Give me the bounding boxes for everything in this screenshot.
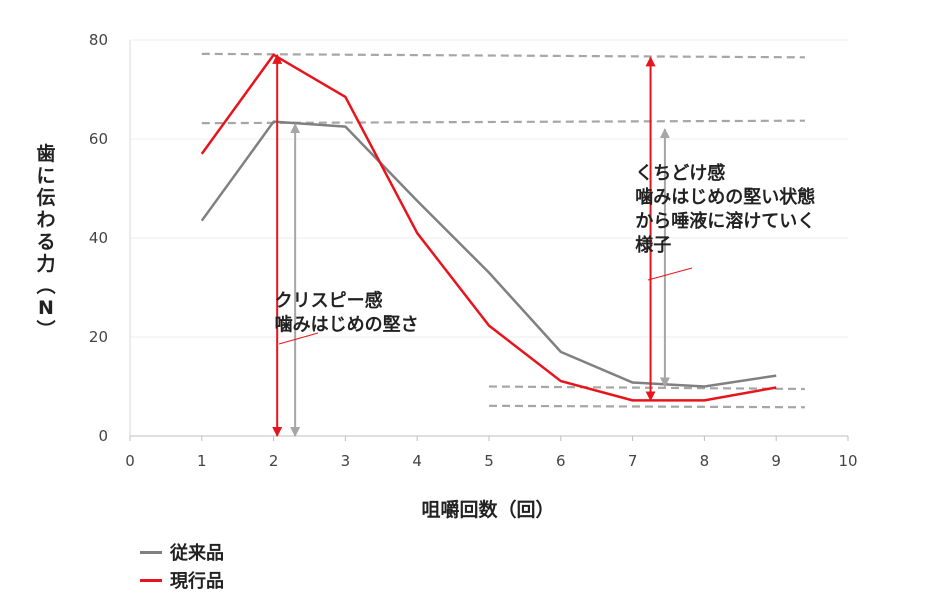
- annotation-1: くちどけ感噛みはじめの堅い状態から唾液に溶けていく様子: [635, 162, 815, 256]
- x-tick-9: 9: [771, 452, 781, 470]
- y-label-char-8: ）: [34, 319, 57, 338]
- y-tick-0: 0: [98, 427, 108, 445]
- annotation-1-line-2: から唾液に溶けていく: [635, 210, 815, 232]
- leader-line-1: [647, 267, 693, 281]
- reference-line-1: [201, 119, 805, 125]
- y-label-char-4: る: [36, 231, 55, 253]
- x-tick-4: 4: [412, 452, 422, 470]
- legend-swatch-0: [140, 550, 162, 554]
- legend: 従来品 現行品: [140, 538, 224, 594]
- x-tick-6: 6: [556, 452, 566, 470]
- y-label-char-1: に: [36, 165, 55, 187]
- y-label-char-3: わ: [36, 209, 55, 231]
- y-tick-80: 80: [89, 31, 108, 49]
- x-tick-1: 1: [197, 452, 207, 470]
- axes: [129, 40, 849, 441]
- reference-line-2: [488, 385, 805, 391]
- x-tick-5: 5: [484, 452, 494, 470]
- legend-item-1: 現行品: [140, 566, 224, 594]
- y-tick-40: 40: [89, 229, 108, 247]
- x-tick-7: 7: [628, 452, 638, 470]
- x-tick-3: 3: [341, 452, 351, 470]
- annotation-1-line-1: 噛みはじめの堅い状態: [635, 186, 815, 208]
- y-tick-20: 20: [89, 328, 108, 346]
- legend-swatch-1: [140, 578, 162, 582]
- y-label-char-5: 力: [36, 252, 55, 275]
- gridlines: [130, 39, 848, 338]
- x-tick-2: 2: [269, 452, 279, 470]
- y-label-char-0: 歯: [36, 142, 55, 165]
- reference-line-0: [201, 52, 805, 59]
- annotation-0-line-0: クリスピー感: [275, 290, 383, 312]
- annotation-1-line-3: 様子: [635, 234, 671, 256]
- y-label-char-7: N: [38, 297, 54, 319]
- legend-label-1: 現行品: [170, 571, 224, 592]
- annotations: クリスピー感噛みはじめの堅さ くちどけ感噛みはじめの堅い状態から唾液に溶けていく様…: [275, 162, 815, 345]
- y-label-char-6: （: [34, 275, 57, 294]
- legend-item-0: 従来品: [140, 538, 224, 566]
- series-line-0: [200, 120, 777, 388]
- annotation-1-line-0: くちどけ感: [635, 162, 725, 184]
- reference-line-3: [488, 404, 805, 409]
- leader-line-0: [278, 332, 319, 345]
- y-tick-labels: 0 20 40 60 80: [89, 31, 108, 445]
- x-tick-labels: 0 1 2 3 4 5 6 7 8 9 10: [125, 452, 857, 470]
- x-tick-8: 8: [700, 452, 710, 470]
- legend-label-0: 従来品: [170, 543, 224, 564]
- x-axis-label: 咀嚼回数（回）: [421, 498, 554, 521]
- annotation-0-line-1: 噛みはじめの堅さ: [275, 314, 419, 336]
- y-tick-60: 60: [89, 130, 108, 148]
- annotation-0: クリスピー感噛みはじめの堅さ: [275, 290, 419, 336]
- x-tick-0: 0: [125, 452, 135, 470]
- y-label-char-2: 伝: [36, 187, 55, 209]
- x-tick-10: 10: [838, 452, 857, 470]
- arrows: [272, 53, 670, 437]
